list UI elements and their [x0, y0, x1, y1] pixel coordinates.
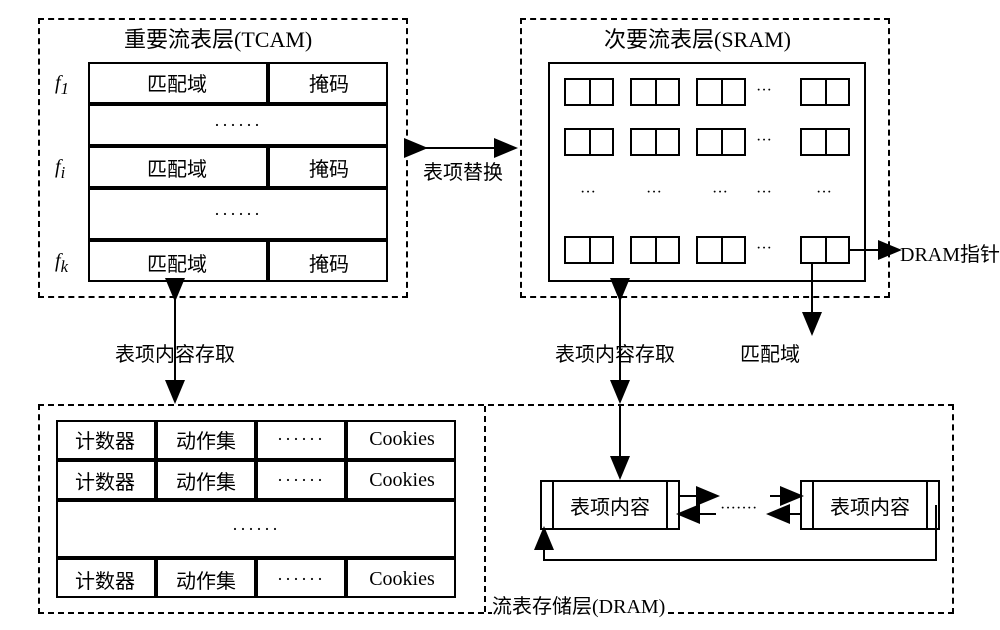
dram-pointer-label: DRAM指针	[900, 238, 1000, 267]
tcam-dots-1: ······	[88, 104, 388, 146]
dram-actions-1: 动作集	[156, 420, 256, 460]
sram-cell	[696, 128, 746, 156]
access-label-left: 表项内容存取	[115, 338, 235, 367]
sram-vdots: ···	[580, 184, 596, 202]
sram-cell	[800, 128, 850, 156]
tcam-row-label-i: fi	[55, 156, 65, 183]
dram-divider	[484, 406, 486, 612]
tcam-row-label-1: f1	[55, 72, 69, 99]
dram-content-1-inner: 表项内容	[552, 480, 668, 530]
sram-cell	[696, 78, 746, 106]
sram-cell-last	[800, 236, 850, 264]
sram-vdots: ···	[646, 184, 662, 202]
sram-dots: ···	[756, 132, 772, 150]
access-label-right: 表项内容存取	[555, 338, 675, 367]
sram-vdots: ···	[712, 184, 728, 202]
tcam-match-k: 匹配域	[88, 240, 268, 282]
tcam-title: 重要流表层(TCAM)	[120, 22, 316, 54]
dram-link-dots: ·······	[720, 500, 757, 518]
dram-row-dots: ······	[56, 500, 456, 558]
sram-vdots: ···	[816, 184, 832, 202]
sram-title: 次要流表层(SRAM)	[600, 22, 795, 54]
sram-dots: ···	[756, 240, 772, 258]
tcam-mask-1: 掩码	[268, 62, 388, 104]
sram-cell	[630, 236, 680, 264]
dram-actions-3: 动作集	[156, 558, 256, 598]
sram-cell	[630, 128, 680, 156]
dram-title: 流表存储层(DRAM)	[492, 590, 665, 619]
swap-label: 表项替换	[423, 156, 503, 185]
tcam-row-label-k: fk	[55, 250, 68, 277]
sram-cell	[800, 78, 850, 106]
dram-cookies-1: Cookies	[346, 420, 456, 460]
dram-counter-3: 计数器	[56, 558, 156, 598]
dram-cookies-2: Cookies	[346, 460, 456, 500]
dram-cookies-3: Cookies	[346, 558, 456, 598]
dram-dots-2: ······	[256, 460, 346, 500]
sram-cell	[630, 78, 680, 106]
tcam-dots-2: ······	[88, 188, 388, 240]
tcam-match-i: 匹配域	[88, 146, 268, 188]
tcam-mask-k: 掩码	[268, 240, 388, 282]
dram-counter-1: 计数器	[56, 420, 156, 460]
dram-counter-2: 计数器	[56, 460, 156, 500]
dram-content-2-inner: 表项内容	[812, 480, 928, 530]
sram-cell	[564, 78, 614, 106]
tcam-match-1: 匹配域	[88, 62, 268, 104]
dram-dots-1: ······	[256, 420, 346, 460]
sram-cell	[564, 128, 614, 156]
dram-actions-2: 动作集	[156, 460, 256, 500]
sram-vdots: ···	[756, 184, 772, 202]
sram-cell	[564, 236, 614, 264]
match-field-label: 匹配域	[740, 338, 800, 367]
sram-cell	[696, 236, 746, 264]
sram-dots: ···	[756, 82, 772, 100]
tcam-mask-i: 掩码	[268, 146, 388, 188]
dram-dots-3: ······	[256, 558, 346, 598]
